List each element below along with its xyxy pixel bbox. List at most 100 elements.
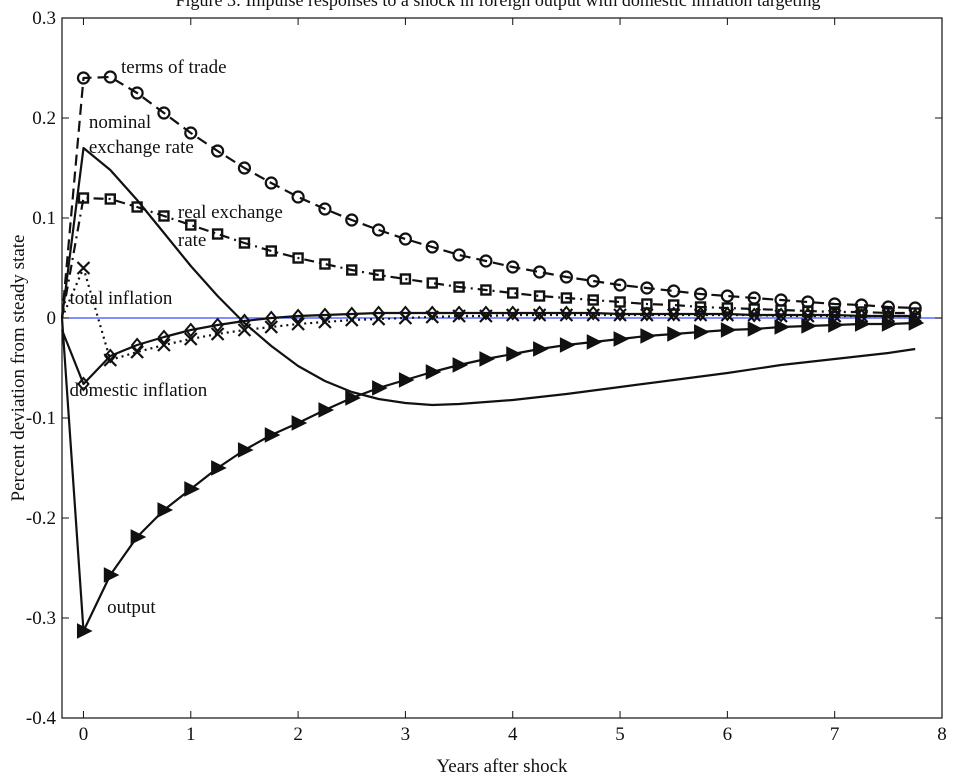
data-point-output <box>211 460 227 476</box>
data-point-domestic-inflation <box>640 306 654 322</box>
x-tick-label: 8 <box>937 724 947 745</box>
series-line-domestic-inflation <box>60 311 916 386</box>
data-point-terms-of-trade <box>318 202 332 216</box>
data-point-output <box>479 351 496 367</box>
data-point-real-exchange-rate <box>694 301 707 313</box>
series-nominal-exchange-rate <box>60 146 916 407</box>
data-point-output <box>237 442 254 458</box>
series-output <box>60 315 925 639</box>
y-tick-label: 0.3 <box>32 8 56 29</box>
data-point-real-exchange-rate <box>238 237 251 249</box>
data-point-domestic-inflation <box>399 305 412 321</box>
data-point-output <box>559 337 576 353</box>
data-point-domestic-inflation <box>130 337 144 353</box>
x-tick-label: 6 <box>723 724 733 745</box>
data-point-real-exchange-rate <box>77 192 90 204</box>
data-point-terms-of-trade <box>371 223 386 237</box>
data-point-terms-of-trade <box>184 126 198 140</box>
data-point-total-inflation <box>264 320 279 334</box>
data-point-real-exchange-rate <box>453 281 465 293</box>
data-point-output <box>881 316 898 332</box>
data-point-terms-of-trade <box>559 270 573 284</box>
data-point-domestic-inflation <box>77 376 90 392</box>
data-point-terms-of-trade <box>130 86 144 100</box>
data-point-real-exchange-rate <box>158 210 170 222</box>
y-tick-label: -0.4 <box>26 708 57 729</box>
series-line-terms-of-trade <box>60 75 916 319</box>
y-axis-label: Percent deviation from steady state <box>8 235 29 502</box>
annotation-exchange-rate: exchange rate <box>89 137 194 158</box>
data-point-output <box>828 317 844 333</box>
data-point-domestic-inflation <box>372 305 385 321</box>
data-point-total-inflation <box>184 332 198 346</box>
data-point-terms-of-trade <box>76 71 91 85</box>
data-point-terms-of-trade <box>720 289 734 303</box>
data-point-output <box>372 380 388 396</box>
annotation-rate: rate <box>178 230 206 251</box>
data-point-terms-of-trade <box>264 176 278 190</box>
data-point-terms-of-trade <box>345 213 359 227</box>
y-tick-label: -0.1 <box>26 408 56 429</box>
x-tick-label: 1 <box>186 724 196 745</box>
x-tick-label: 5 <box>615 724 625 745</box>
plot-frame <box>61 17 943 719</box>
data-point-terms-of-trade <box>640 281 654 295</box>
annotation-nominal: nominal <box>89 112 151 133</box>
data-point-real-exchange-rate <box>211 228 224 240</box>
data-point-domestic-inflation <box>747 307 761 323</box>
data-point-real-exchange-rate <box>346 264 358 276</box>
data-point-domestic-inflation <box>238 313 251 329</box>
data-point-output <box>640 328 656 344</box>
data-point-real-exchange-rate <box>185 219 197 231</box>
data-point-terms-of-trade <box>398 232 413 246</box>
series-terms-of-trade <box>60 70 922 319</box>
x-tick-label: 7 <box>830 724 840 745</box>
data-point-domestic-inflation <box>157 329 171 345</box>
data-point-domestic-inflation <box>613 306 627 322</box>
x-axis-label: Years after shock <box>436 756 568 777</box>
annotation-domestic-inflation: domestic inflation <box>70 380 208 401</box>
data-point-terms-of-trade <box>667 284 681 298</box>
data-point-real-exchange-rate <box>319 258 331 270</box>
data-point-terms-of-trade <box>586 274 600 288</box>
data-point-output <box>76 623 93 639</box>
data-point-real-exchange-rate <box>265 245 277 257</box>
data-point-terms-of-trade <box>506 260 520 274</box>
data-point-domestic-inflation <box>721 306 734 322</box>
data-point-domestic-inflation <box>103 348 117 364</box>
data-point-terms-of-trade <box>479 254 493 268</box>
data-point-output <box>103 567 120 583</box>
data-point-total-inflation <box>210 327 225 341</box>
chart-title: Figure 3: Impulse responses to a shock i… <box>175 0 820 10</box>
data-point-output <box>747 321 764 337</box>
data-point-output <box>720 322 737 338</box>
data-point-terms-of-trade <box>452 248 466 262</box>
data-point-output <box>533 341 549 357</box>
data-point-output <box>801 318 817 334</box>
data-point-output <box>291 415 308 431</box>
data-point-output <box>452 357 469 373</box>
x-tick-label: 0 <box>79 724 89 745</box>
data-point-real-exchange-rate <box>721 302 734 314</box>
data-point-terms-of-trade <box>237 161 252 175</box>
y-tick-label: 0 <box>47 308 57 329</box>
data-point-real-exchange-rate <box>480 284 492 296</box>
data-point-domestic-inflation <box>264 310 278 326</box>
data-point-domestic-inflation <box>291 308 305 324</box>
data-point-output <box>318 402 335 418</box>
data-point-domestic-inflation <box>560 305 573 321</box>
data-point-output <box>694 324 710 340</box>
data-point-output <box>425 364 442 380</box>
data-point-real-exchange-rate <box>372 269 385 281</box>
y-tick-label: 0.2 <box>32 108 56 129</box>
x-tick-label: 4 <box>508 724 518 745</box>
data-point-real-exchange-rate <box>507 287 519 299</box>
series-domestic-inflation <box>60 305 922 392</box>
data-point-output <box>157 502 174 518</box>
data-point-terms-of-trade <box>425 240 439 254</box>
data-point-domestic-inflation <box>211 317 224 333</box>
data-point-real-exchange-rate <box>399 273 412 285</box>
data-point-domestic-inflation <box>452 305 466 321</box>
data-point-output <box>130 529 147 545</box>
data-point-domestic-inflation <box>801 307 815 323</box>
